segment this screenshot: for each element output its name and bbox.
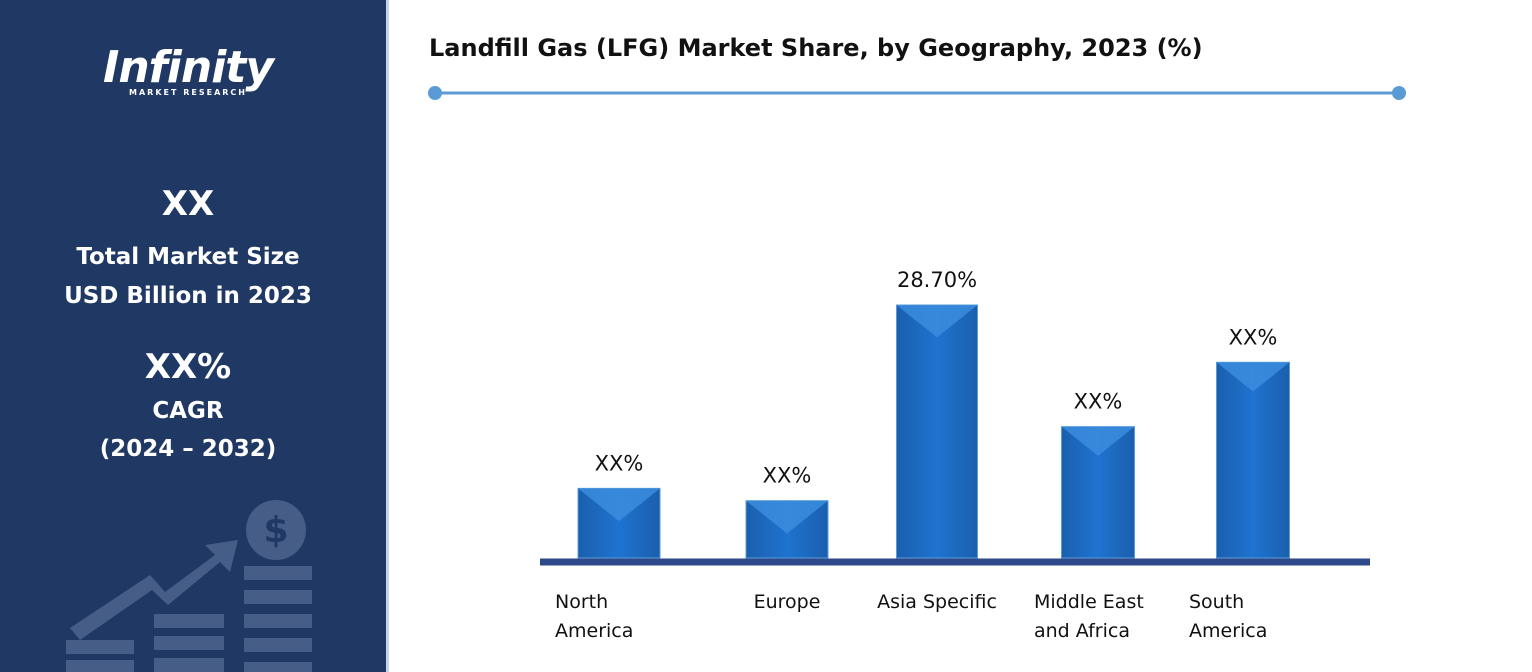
- bar-bevel: [578, 488, 660, 522]
- x-tick-label: Asia Specific: [877, 591, 997, 613]
- cagr: XX%: [144, 347, 232, 387]
- bar-bevel: [896, 305, 978, 338]
- x-tick-label: Middle East and Africa: [1034, 591, 1144, 642]
- logo-subtitle: MARKET RESEARCH: [129, 88, 247, 97]
- value-label: XX%: [763, 464, 812, 488]
- cagr-label: CAGR: [152, 398, 224, 424]
- logo: Infinity: [102, 42, 274, 93]
- value-label: XX%: [595, 451, 644, 475]
- bar-bevel: [1061, 426, 1135, 456]
- rule-dot: [428, 86, 442, 100]
- chart-title: Landfill Gas (LFG) Market Share, by Geog…: [429, 34, 1203, 62]
- sidebar: Infinity MARKET RESEARCH XX Total Market…: [0, 0, 389, 672]
- money-icon: $: [66, 500, 312, 672]
- x-tick-label: North America: [555, 591, 634, 642]
- cagr-period: (2024 – 2032): [99, 436, 277, 462]
- bar-bevel: [746, 500, 828, 534]
- bar-bevel: [1216, 362, 1290, 392]
- bar: [1216, 361, 1290, 559]
- rule-dot: [1392, 86, 1406, 100]
- svg-text:$: $: [263, 510, 288, 551]
- market-size-label: USD Billion in 2023: [64, 283, 312, 309]
- market-size-label: Total Market Size: [76, 244, 300, 270]
- value-label: XX%: [1074, 390, 1123, 414]
- x-tick-label: South America: [1189, 591, 1268, 642]
- bar: [896, 304, 978, 559]
- value-label: XX%: [1229, 325, 1278, 349]
- market-size: XX: [161, 184, 215, 224]
- value-label: 28.70%: [897, 268, 977, 292]
- x-tick-label: Europe: [753, 591, 821, 613]
